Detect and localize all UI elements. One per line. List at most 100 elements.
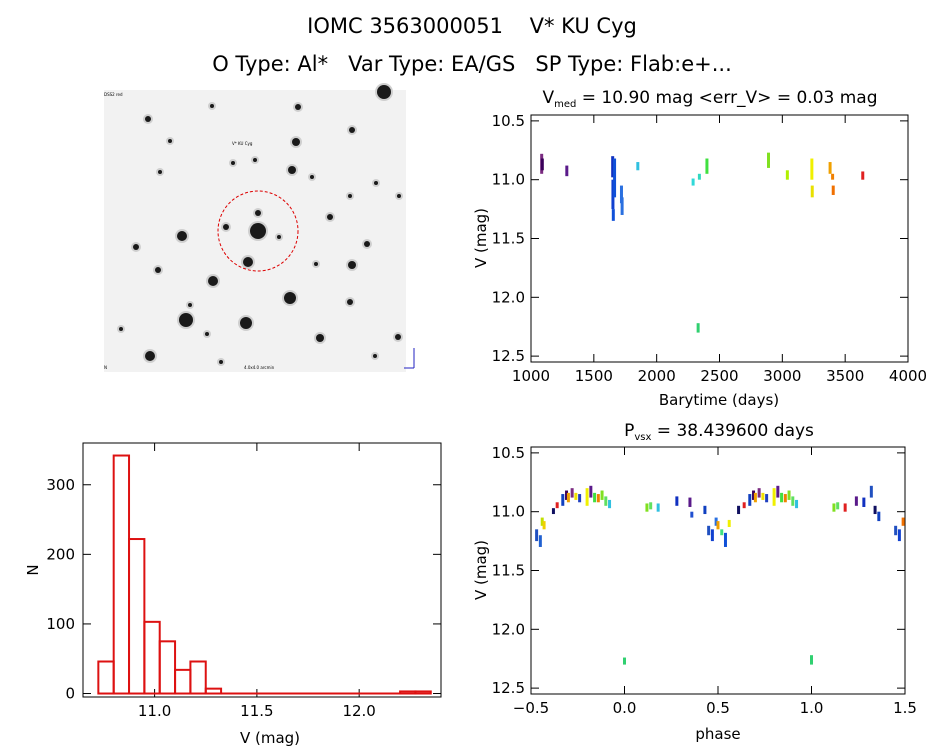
star-field [117, 83, 403, 366]
image-label-top-left: DSS2 red [104, 92, 123, 97]
histogram-bar [399, 690, 417, 695]
histogram-bar [97, 660, 115, 695]
histogram-bar [174, 668, 192, 695]
chart-title: IOMC 3563000051 V* KU Cyg [307, 14, 637, 38]
phased-curve-xtick-label: 1.5 [893, 699, 917, 717]
phased-curve-ylabel: V (mag) [472, 540, 490, 600]
star [231, 161, 235, 165]
star [253, 158, 257, 162]
star [364, 241, 370, 247]
light-curve-xtick-label: 2000 [638, 367, 676, 385]
phased-curve-xlabel: phase [695, 725, 740, 743]
star [316, 334, 324, 342]
light-curve-xtick-label: 4000 [889, 367, 927, 385]
phased-curve-ytick-label: 10.5 [492, 444, 525, 462]
star [188, 303, 192, 307]
histogram-plot: 0 100 200 300 11.0 11.5 12.0 V (mag) N [24, 442, 442, 747]
phased-curve-xtick-label: −0.5 [513, 699, 549, 717]
light-curve-xtick-label: 3000 [763, 367, 801, 385]
histogram-xtick-label: 11.5 [240, 702, 273, 720]
image-label-bottom-left: N [104, 365, 107, 370]
light-curve-plot: Vmed = 10.90 mag <err_V> = 0.03 mag 10.5… [472, 88, 927, 409]
histogram-ytick-label: 0 [65, 685, 75, 703]
histogram-xtick-label: 11.0 [138, 702, 171, 720]
phased-curve-points [535, 485, 905, 665]
light-curve-ytick-label: 12.5 [492, 347, 525, 365]
light-curve-xlabel: Barytime (days) [659, 391, 779, 409]
star [310, 175, 314, 179]
star [348, 261, 356, 269]
star [397, 194, 401, 198]
phased-curve-xtick-label: 1.0 [800, 699, 824, 717]
star [373, 354, 377, 358]
star [288, 166, 296, 174]
histogram-ytick-label: 200 [46, 545, 75, 563]
histogram-ytick-label: 100 [46, 615, 75, 633]
light-curve-ytick-label: 10.5 [492, 112, 525, 130]
star [119, 327, 123, 331]
histogram-axes: 0 100 200 300 11.0 11.5 12.0 [46, 443, 441, 720]
histogram-bar [189, 660, 207, 695]
star [377, 85, 391, 99]
star [314, 262, 318, 266]
star [250, 223, 266, 239]
light-curve-ytick-label: 11.5 [492, 230, 525, 248]
star [348, 194, 352, 198]
phased-curve-ytick-label: 12.5 [492, 679, 525, 697]
phased-curve-plot: Pvsx = 38.439600 days 10.5 11.0 11.5 12.0 12… [472, 421, 917, 743]
light-curve-ylabel: V (mag) [472, 208, 490, 268]
star [243, 257, 253, 267]
histogram-bars [97, 454, 432, 695]
star [347, 299, 353, 305]
phased-curve-axes: 10.5 11.0 11.5 12.0 12.5 −0.5 0.0 0.5 1.0 1.5 [492, 444, 917, 717]
star [374, 181, 378, 185]
histogram-bar [112, 454, 131, 695]
histogram-xtick-label: 12.0 [342, 702, 375, 720]
star [145, 351, 155, 361]
histogram-bar [143, 620, 161, 695]
star [155, 267, 161, 273]
light-curve-frame [530, 114, 909, 363]
star [177, 231, 187, 241]
star [133, 244, 139, 250]
target-aperture-circle [217, 190, 299, 272]
histogram-ytick-label: 300 [46, 476, 75, 494]
phased-curve-ytick-label: 11.0 [492, 503, 525, 521]
star [219, 360, 223, 364]
histogram-bar [158, 640, 177, 695]
histogram-bar [128, 538, 146, 695]
light-curve-ytick-label: 12.0 [492, 288, 525, 306]
light-curve-xtick-label: 2500 [700, 367, 738, 385]
light-curve-axes: 10.5 11.0 11.5 12.0 12.5 1000 1500 2000 2500 3000… [492, 112, 928, 385]
light-curve-xtick-label: 1000 [512, 367, 550, 385]
star [284, 292, 296, 304]
image-label-target: V* KU Cyg [232, 141, 253, 146]
star [179, 313, 193, 327]
star [240, 317, 252, 329]
histogram-frame [82, 442, 442, 698]
phased-curve-xtick-label: 0.5 [706, 699, 730, 717]
histogram-bar [204, 687, 223, 695]
star [277, 235, 281, 239]
star [208, 276, 218, 286]
histogram-xlabel: V (mag) [240, 729, 300, 747]
star [295, 104, 301, 110]
phased-curve-ytick-label: 12.0 [492, 620, 525, 638]
sky-image-panel: DSS2 red V* KU Cyg N 4.0x4.0 arcmin [104, 83, 415, 372]
star [223, 224, 229, 230]
orientation-compass-icon [404, 348, 415, 369]
star [292, 138, 300, 146]
light-curve-xtick-label: 1500 [575, 367, 613, 385]
star [395, 334, 401, 340]
star [327, 214, 333, 220]
phased-curve-ytick-label: 11.5 [492, 562, 525, 580]
star [158, 170, 162, 174]
light-curve-title: Vmed = 10.90 mag <err_V> = 0.03 mag [542, 88, 877, 110]
light-curve-points [540, 152, 865, 333]
star [210, 104, 214, 108]
star [205, 332, 209, 336]
chart-subtitle: O Type: Al* Var Type: EA/GS SP Type: Fla… [212, 52, 732, 76]
image-label-bottom-center: 4.0x4.0 arcmin [244, 365, 275, 370]
phased-curve-xtick-label: 0.0 [613, 699, 637, 717]
